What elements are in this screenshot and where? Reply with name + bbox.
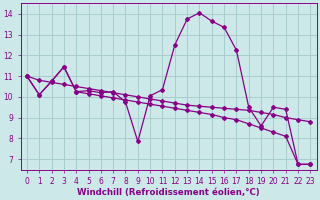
X-axis label: Windchill (Refroidissement éolien,°C): Windchill (Refroidissement éolien,°C) <box>77 188 260 197</box>
